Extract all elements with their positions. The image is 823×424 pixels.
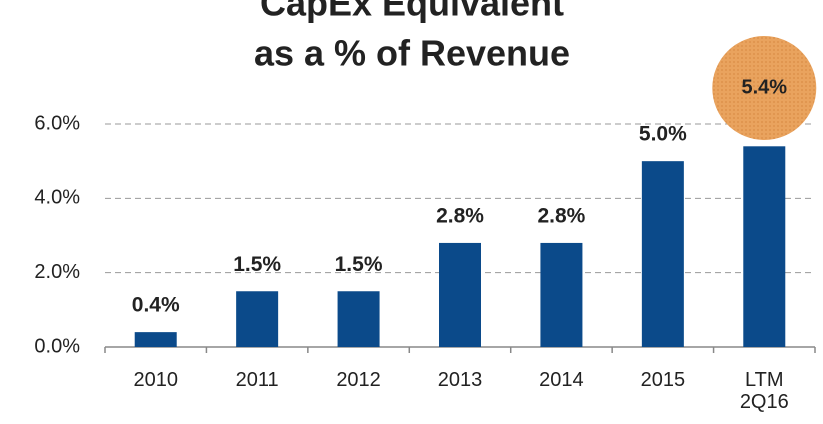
chart-title: CapEx Equivalent — [260, 0, 564, 24]
x-tick-label: 2011 — [235, 369, 279, 391]
value-label: 2.8% — [537, 204, 585, 227]
bar — [641, 161, 684, 347]
value-label: 2.8% — [436, 204, 484, 227]
x-tick-label: 2013 — [437, 369, 483, 391]
x-tick-label: 2014 — [539, 369, 584, 391]
bar — [743, 146, 786, 347]
y-tick-label: 6.0% — [34, 112, 80, 134]
chart-title: as a % of Revenue — [254, 33, 570, 74]
value-label: 0.4% — [132, 294, 180, 317]
value-label: 1.5% — [233, 253, 281, 276]
x-tick-label: LTM 2Q16 — [739, 369, 789, 413]
x-tick-label: 2012 — [336, 369, 381, 391]
bar — [236, 291, 279, 347]
y-tick-label: 4.0% — [34, 187, 80, 209]
y-tick-label: 0.0% — [34, 335, 80, 357]
bar — [439, 242, 481, 347]
highlight-circle — [712, 36, 817, 140]
bar — [134, 332, 177, 347]
x-tick-label: 2015 — [640, 369, 686, 391]
x-tick-label: 2010 — [133, 369, 178, 391]
value-label: 1.5% — [335, 253, 383, 276]
value-label: 5.0% — [639, 123, 687, 146]
bar — [337, 291, 380, 347]
y-tick-label: 2.0% — [34, 261, 80, 283]
bar — [540, 242, 583, 347]
value-label: 5.4% — [741, 76, 787, 98]
